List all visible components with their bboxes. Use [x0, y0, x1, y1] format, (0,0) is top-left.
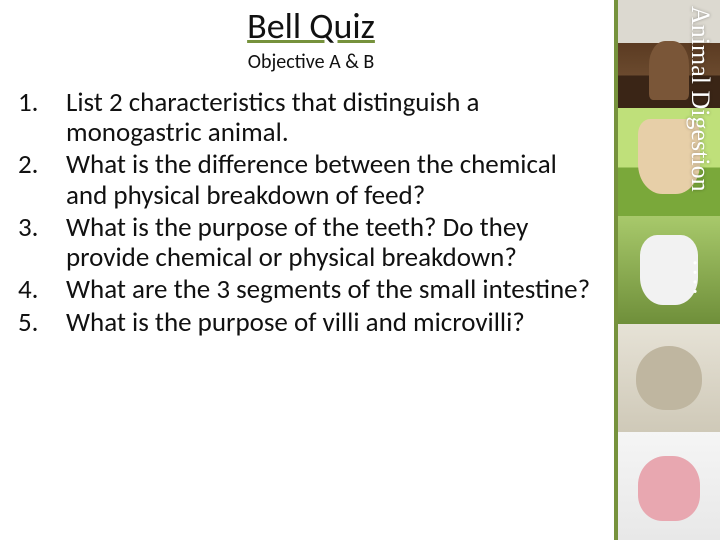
list-item: 2. What is the difference between the ch…	[18, 150, 604, 210]
question-number: 3.	[18, 213, 66, 273]
slide-title: Bell Quiz	[18, 4, 604, 48]
question-list: 1. List 2 characteristics that distingui…	[18, 88, 604, 338]
question-text: What is the purpose of villi and microvi…	[66, 308, 604, 338]
main-content: Bell Quiz Objective A & B 1. List 2 char…	[0, 0, 614, 540]
animal-image-sheep	[618, 324, 720, 432]
animal-image-pig	[618, 432, 720, 540]
sidebar-dots-icon: ····	[683, 260, 710, 298]
animal-image-horse	[618, 0, 720, 108]
animal-image-cow	[618, 108, 720, 216]
list-item: 3. What is the purpose of the teeth? Do …	[18, 213, 604, 273]
question-text: What is the purpose of the teeth? Do the…	[66, 213, 604, 273]
list-item: 5. What is the purpose of villi and micr…	[18, 308, 604, 338]
slide-subtitle: Objective A & B	[18, 50, 604, 74]
question-text: What are the 3 segments of the small int…	[66, 275, 604, 305]
question-text: List 2 characteristics that distinguish …	[66, 88, 604, 148]
question-number: 2.	[18, 150, 66, 210]
question-text: What is the difference between the chemi…	[66, 150, 604, 210]
list-item: 1. List 2 characteristics that distingui…	[18, 88, 604, 148]
slide: Bell Quiz Objective A & B 1. List 2 char…	[0, 0, 720, 540]
question-number: 1.	[18, 88, 66, 148]
question-number: 4.	[18, 275, 66, 305]
list-item: 4. What are the 3 segments of the small …	[18, 275, 604, 305]
sidebar: Animal Digestion ····	[614, 0, 720, 540]
question-number: 5.	[18, 308, 66, 338]
